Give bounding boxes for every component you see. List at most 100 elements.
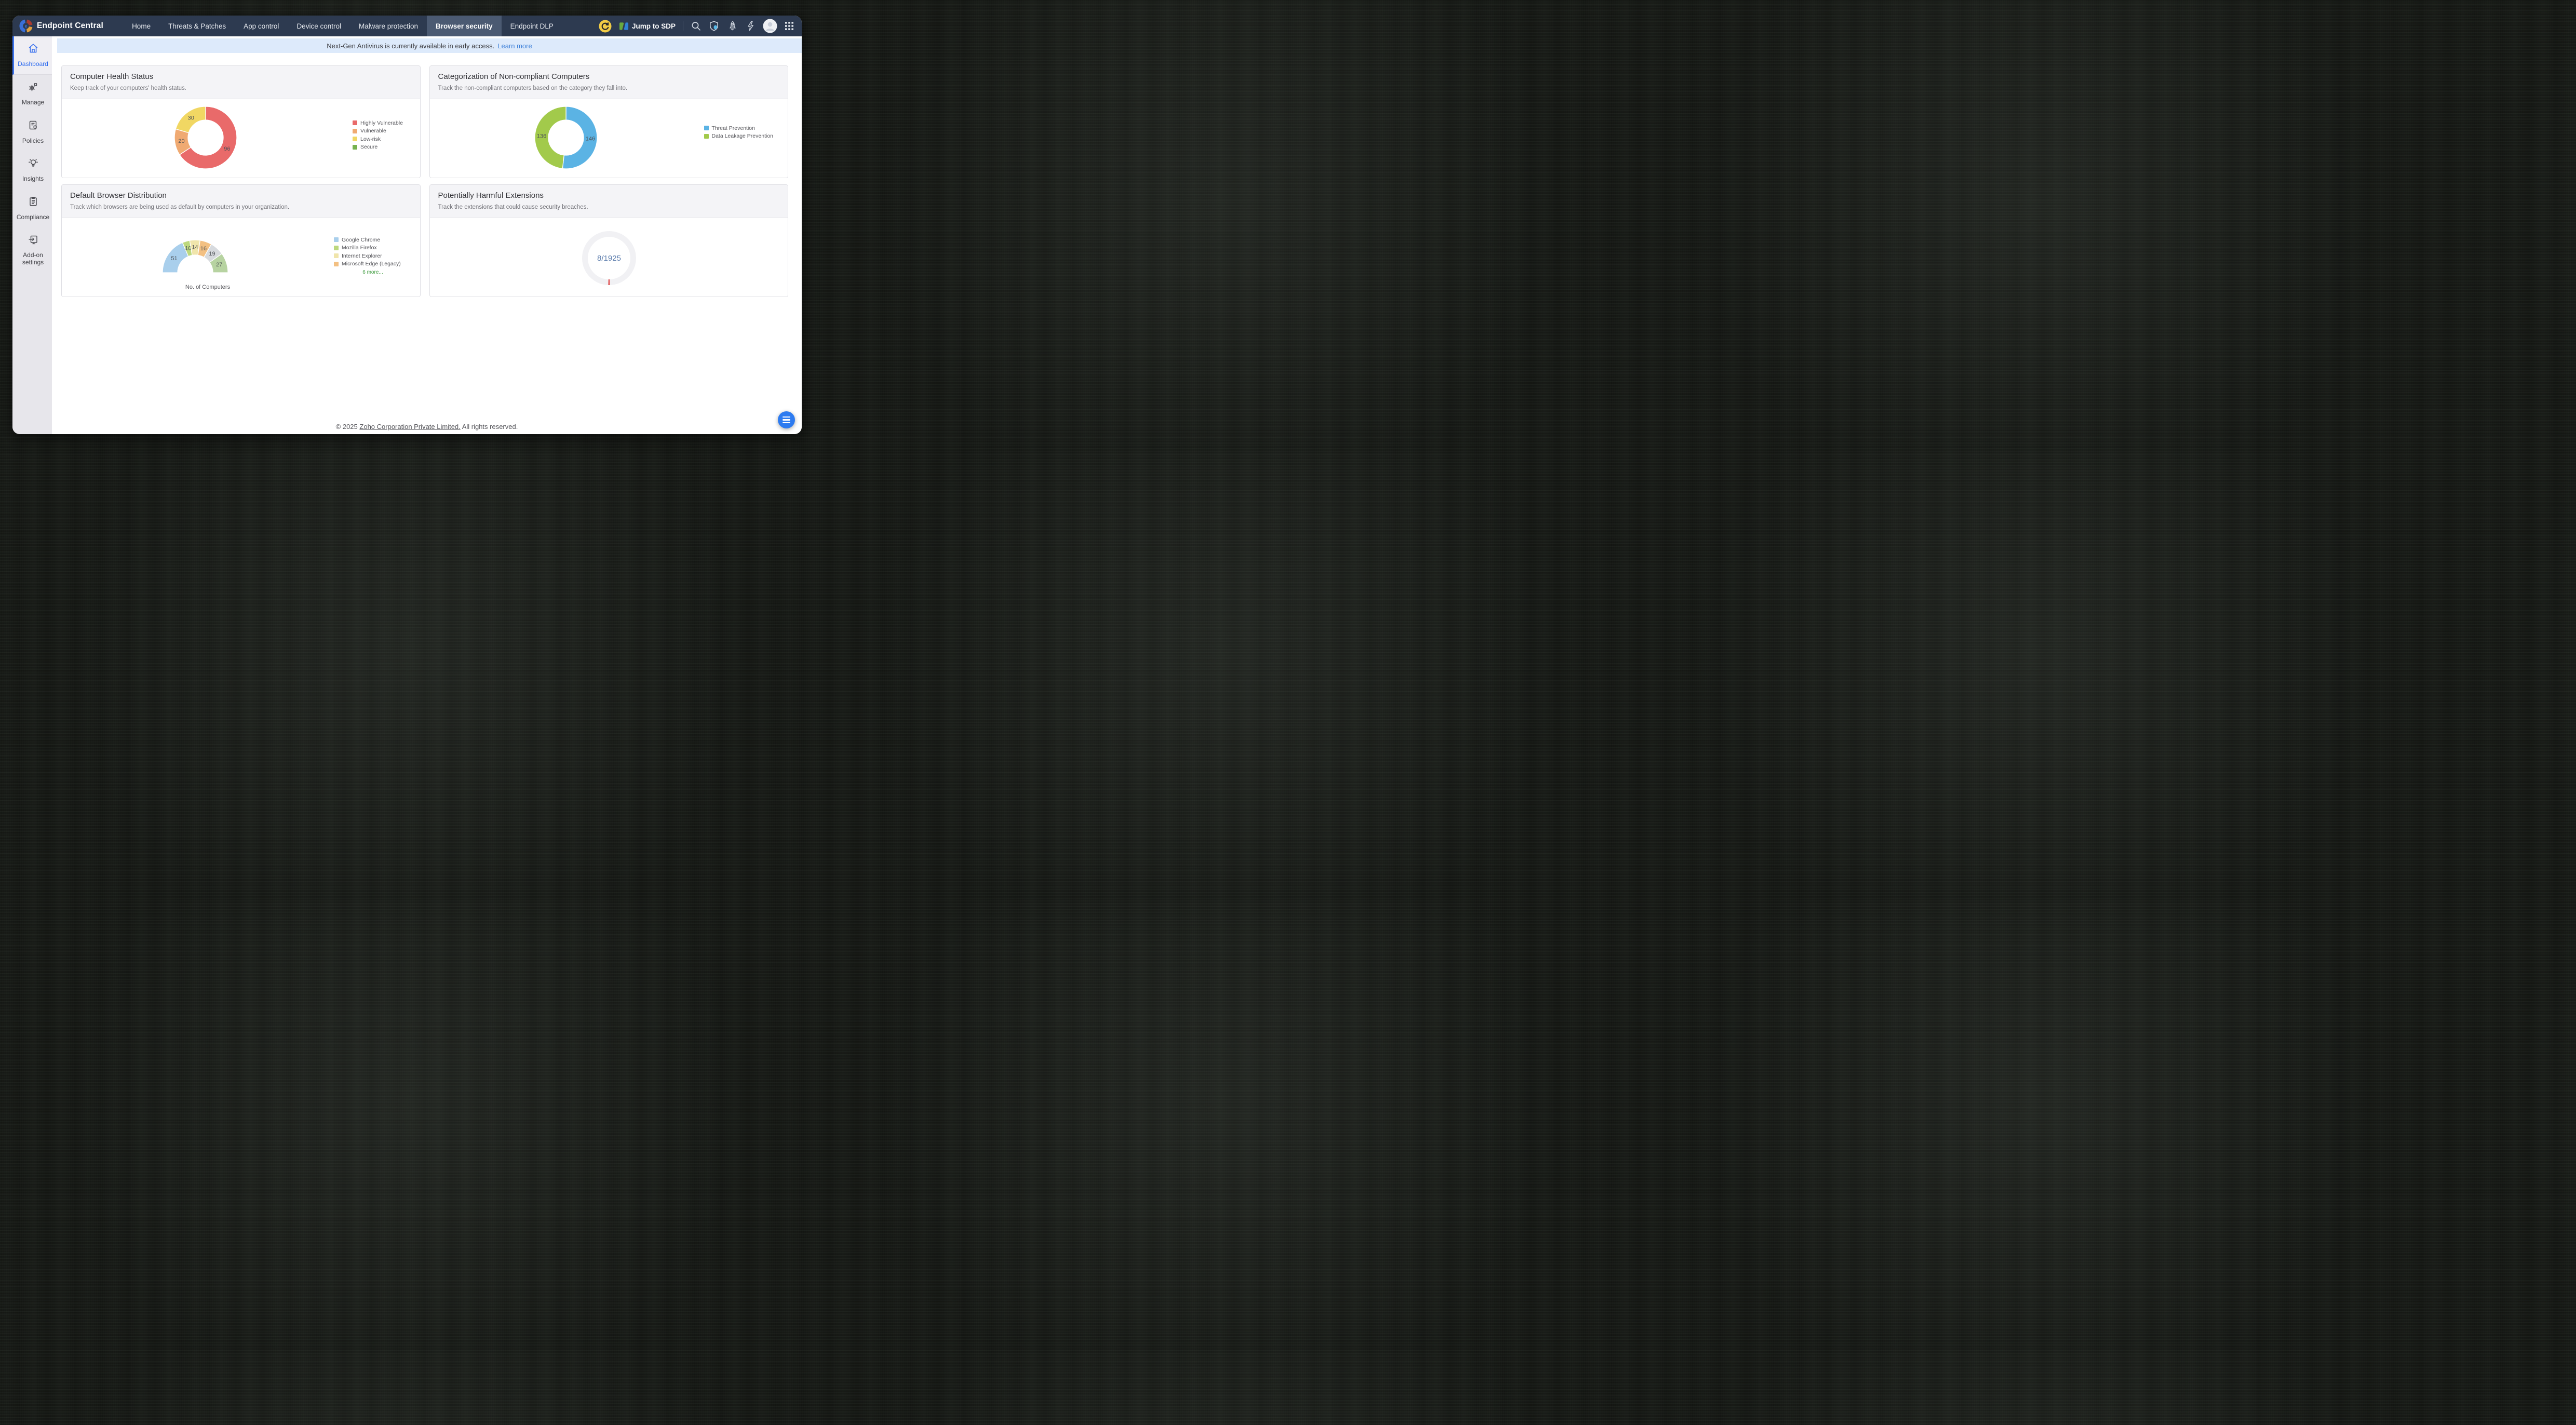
apps-grid-icon[interactable] [785, 21, 794, 31]
app-window: e Endpoint Central Home Threats & Patches… [12, 16, 802, 434]
user-avatar[interactable] [763, 19, 777, 33]
main-row: Dashboard Manage Policies Insights Complianc… [12, 36, 802, 434]
legend-item-highly-vulnerable[interactable]: Highly Vulnerable [353, 119, 403, 127]
legend-item-internet-explorer[interactable]: Internet Explorer [334, 252, 412, 260]
insights-icon [28, 157, 39, 171]
chart-slice-data-leakage-prevention[interactable] [534, 106, 567, 169]
nav-item-device-control[interactable]: Device control [296, 22, 341, 30]
search-icon[interactable] [691, 21, 701, 31]
jump-to-sdp-button[interactable]: Jump to SDP [619, 21, 676, 31]
sidebar-item-label: Dashboard [18, 60, 48, 68]
sidebar-item-insights[interactable]: Insights [12, 151, 52, 189]
brand: e Endpoint Central [12, 16, 112, 36]
legend-swatch [334, 261, 339, 266]
chart-slice-threat-prevention[interactable] [562, 106, 598, 169]
legend-item-vulnerable[interactable]: Vulnerable [353, 127, 403, 136]
legend-item-google-chrome[interactable]: Google Chrome [334, 236, 412, 244]
copyright-footer: © 2025 Zoho Corporation Private Limited.… [52, 423, 802, 431]
legend-more-link[interactable]: 6 more... [362, 270, 383, 275]
card-title: Potentially Harmful Extensions [438, 191, 544, 200]
card-computer-health-status: Computer Health Status Keep track of you… [61, 65, 421, 178]
addon-icon [28, 234, 39, 248]
chart-slice-highly-vulnerable[interactable] [179, 106, 237, 169]
legend-item-threat-prevention[interactable]: Threat Prevention [704, 124, 774, 132]
chart-label: 8/1925 [597, 254, 621, 263]
computer-health-chart: 96 20 30 Highly Vulnerable Vulnerable Low-ris… [62, 99, 420, 178]
legend-swatch [334, 237, 339, 243]
card-subtitle: Track the non-compliant computers based … [438, 85, 628, 91]
chart-slice-low-risk[interactable] [175, 106, 206, 133]
refresh-icon[interactable] [599, 19, 612, 33]
sidebar-item-manage[interactable]: Manage [12, 75, 52, 113]
sidebar-item-label: Compliance [16, 213, 50, 221]
legend-label: Internet Explorer [342, 252, 382, 259]
legend-swatch [704, 126, 709, 131]
legend-label: Data Leakage Prevention [711, 133, 774, 140]
legend-label: Highly Vulnerable [360, 119, 403, 126]
card-noncompliant-categorization: Categorization of Non-compliant Computer… [429, 65, 788, 178]
nav-item-app-control[interactable]: App control [244, 22, 279, 30]
top-bar: e Endpoint Central Home Threats & Patches… [12, 16, 802, 36]
legend-item-microsoft-edge-legacy[interactable]: Microsoft Edge (Legacy) [334, 260, 412, 268]
floating-menu-button[interactable] [778, 411, 795, 428]
card-subtitle: Keep track of your computers' health sta… [70, 85, 187, 91]
sidebar: Dashboard Manage Policies Insights Complianc… [12, 36, 52, 434]
quick-actions-bolt-icon[interactable] [746, 20, 756, 32]
card-title: Default Browser Distribution [70, 191, 167, 200]
banner-text: Next-Gen Antivirus is currently availabl… [327, 42, 495, 50]
home-icon [28, 43, 39, 57]
chart-label: No. of Computers [185, 284, 231, 290]
legend-swatch [353, 144, 357, 150]
legend-item-data-leakage-prevention[interactable]: Data Leakage Prevention [704, 132, 774, 141]
noncompliant-chart: 146 136 Threat Prevention Data Leakage Prev… [429, 99, 788, 178]
sidebar-item-policies[interactable]: Policies [12, 113, 52, 151]
card-harmful-extensions: Potentially Harmful Extensions Track the… [429, 184, 788, 297]
nav-item-endpoint-dlp[interactable]: Endpoint DLP [510, 22, 554, 30]
chart-label: 10 [185, 245, 191, 251]
legend-label: Vulnerable [360, 128, 386, 135]
legend-item-secure[interactable]: Secure [353, 143, 403, 152]
whats-new-rocket-icon[interactable] [727, 20, 738, 32]
legend-label: Google Chrome [342, 236, 381, 243]
chart-legend: Highly Vulnerable Vulnerable Low-risk Secur… [353, 119, 403, 151]
footer-prefix: © 2025 [335, 423, 358, 431]
chart-svg: 96 20 30 [174, 106, 237, 169]
chart-label: 20 [178, 138, 184, 144]
nav-item-threats-patches[interactable]: Threats & Patches [168, 22, 226, 30]
chart-label: 136 [536, 133, 546, 139]
card-title: Computer Health Status [70, 72, 154, 81]
legend-label: Mozilla Firefox [342, 245, 377, 251]
sidebar-item-label: Policies [22, 137, 44, 144]
nav-item-browser-security[interactable]: Browser security [427, 16, 502, 36]
chart-label: 27 [216, 262, 222, 268]
sidebar-item-add-on-settings[interactable]: Add-on settings [12, 227, 52, 273]
legend-label: Secure [360, 144, 378, 151]
legend-swatch [704, 133, 709, 139]
compliance-icon [28, 196, 39, 210]
legend-item-low-risk[interactable]: Low-risk [353, 135, 403, 143]
learn-more-link[interactable]: Learn more [497, 42, 532, 50]
security-shield-icon[interactable] [708, 20, 720, 32]
jump-to-sdp-label: Jump to SDP [631, 22, 676, 30]
nav-item-home[interactable]: Home [132, 22, 151, 30]
sidebar-item-compliance[interactable]: Compliance [12, 190, 52, 227]
sidebar-item-label: Add-on settings [22, 251, 44, 266]
legend-label: Microsoft Edge (Legacy) [342, 261, 401, 267]
card-title: Categorization of Non-compliant Computer… [438, 72, 590, 81]
chart-slice-5[interactable] [209, 253, 228, 273]
chart-svg: 8/1925 [582, 231, 636, 285]
sidebar-item-dashboard[interactable]: Dashboard [12, 36, 52, 75]
footer-suffix: All rights reserved. [462, 423, 518, 431]
sidebar-item-label: Insights [22, 175, 44, 183]
card-default-browser-distribution: Default Browser Distribution Track which… [61, 184, 421, 297]
legend-item-mozilla-firefox[interactable]: Mozilla Firefox [334, 244, 412, 252]
chart-label: 30 [188, 115, 194, 121]
policies-icon [28, 119, 39, 133]
legend-label: Threat Prevention [711, 125, 755, 131]
zoho-corporation-link[interactable]: Zoho Corporation Private Limited. [359, 423, 461, 431]
browser-distribution-chart: 51 10 14 16 19 27 No. of Computers Google Chrom… [62, 218, 420, 297]
legend-swatch [353, 137, 357, 142]
nav-item-malware-protection[interactable]: Malware protection [358, 22, 419, 30]
chart-label: 16 [200, 246, 207, 252]
